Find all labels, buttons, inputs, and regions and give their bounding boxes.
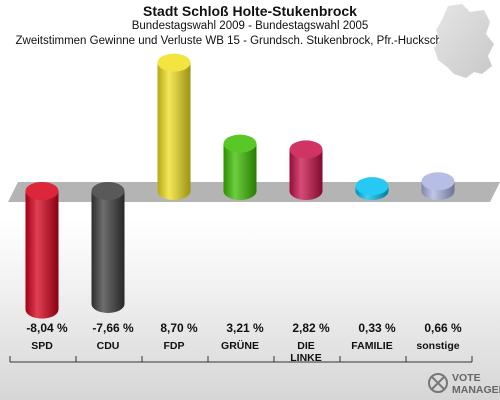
bar-cdu [91, 182, 125, 313]
bar-cap [421, 172, 455, 191]
bar-fdp [157, 53, 191, 201]
category-label: SPD [31, 340, 53, 352]
chart-description: Zweitstimmen Gewinne und Verluste WB 15 … [15, 35, 485, 47]
value-label: -7,66 % [92, 321, 134, 335]
value-label: 0,66 % [424, 321, 462, 335]
value-label: 8,70 % [160, 321, 198, 335]
germany-map-icon [434, 4, 494, 78]
value-label: 3,21 % [226, 321, 264, 335]
value-label: -8,04 % [26, 321, 68, 335]
bar-spd [25, 182, 59, 319]
chart-title: Stadt Schloß Holte-Stukenbrock [143, 3, 357, 19]
category-label: FDP [164, 340, 185, 352]
vote-manager-logo: VOTE MANAGER [428, 372, 500, 396]
bar-cap [223, 134, 257, 153]
bar-cap [25, 182, 59, 200]
watermark-line1: VOTE [452, 372, 481, 384]
value-label: 2,82 % [292, 321, 330, 335]
bar-body [223, 143, 257, 201]
bar-cap [355, 177, 389, 196]
category-label: CDU [97, 340, 120, 352]
value-label: 0,33 % [358, 321, 396, 335]
bar-familie [355, 177, 389, 201]
category-label: DIE [297, 340, 315, 352]
bar-cap [91, 182, 125, 200]
bar-sonstige [421, 172, 455, 201]
bar-body [91, 191, 125, 313]
bar-cap [157, 53, 191, 72]
category-label: LINKE [290, 352, 322, 364]
category-label: sonstige [416, 340, 459, 352]
bar-cap [289, 140, 323, 159]
bar-body [25, 191, 59, 319]
category-label: FAMILIE [351, 340, 392, 352]
watermark-line2: MANAGER [452, 384, 500, 396]
chart-subtitle: Bundestagswahl 2009 - Bundestagswahl 200… [131, 20, 369, 32]
bar-body [289, 149, 323, 201]
bar-die-linke [289, 140, 323, 201]
bar-grüne [223, 134, 257, 201]
bar-body [157, 62, 191, 201]
category-label: GRÜNE [221, 339, 259, 352]
